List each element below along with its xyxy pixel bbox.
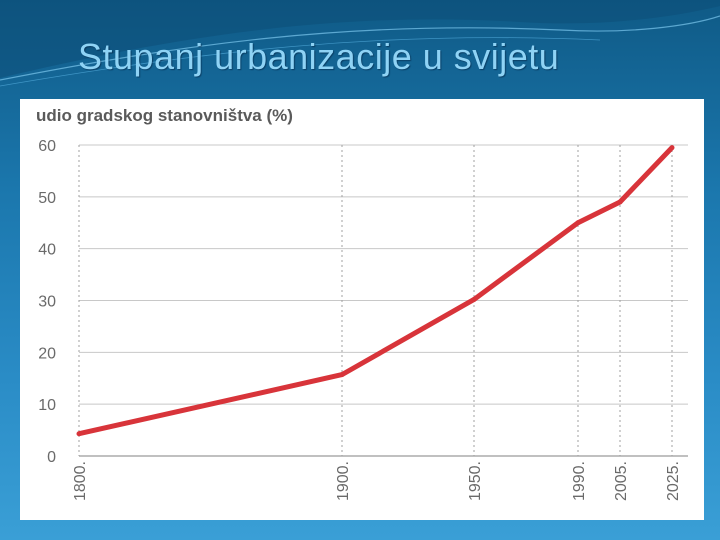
y-tick-label: 0: [47, 449, 56, 466]
data-point: [575, 220, 581, 226]
urbanization-series-line: [78, 145, 674, 437]
y-tick-label: 50: [38, 190, 56, 207]
y-axis-label: udio gradskog stanovništva (%): [36, 106, 293, 125]
data-point: [339, 372, 345, 378]
y-tick-label: 60: [38, 138, 56, 155]
data-point: [669, 145, 675, 151]
x-tick-label: 1900.: [335, 461, 352, 501]
chart-panel: udio gradskog stanovništva (%) 0 10 20 30 40…: [20, 99, 704, 520]
x-tick-label: 1990.: [571, 461, 588, 501]
y-tick-label: 40: [38, 242, 56, 259]
data-point: [471, 296, 477, 302]
x-tick-label: 2025.: [665, 461, 682, 501]
x-tick-label: 1950.: [467, 461, 484, 501]
urbanization-line-chart: 0 10 20 30 40 50 60 1800. 1900. 1950. 1990. 2005. 20…: [38, 138, 688, 501]
data-point: [617, 199, 623, 205]
slide-title: Stupanj urbanizacije u svijetu: [78, 36, 560, 77]
y-tick-label: 10: [38, 397, 56, 414]
header-swoosh: [0, 0, 720, 87]
y-tick-label: 30: [38, 294, 56, 311]
data-point: [76, 431, 82, 437]
x-tick-label: 1800.: [72, 461, 89, 501]
x-tick-label: 2005.: [613, 461, 630, 501]
y-tick-label: 20: [38, 345, 56, 362]
